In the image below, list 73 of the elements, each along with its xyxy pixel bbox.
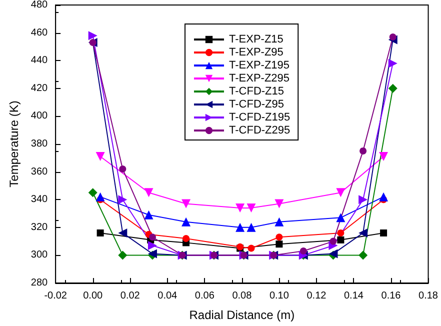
point xyxy=(388,84,398,93)
y-tick-label: 400 xyxy=(30,110,48,122)
legend-label: T-CFD-Z195 xyxy=(229,112,290,124)
point xyxy=(276,234,283,241)
legend-label: T-EXP-Z95 xyxy=(229,46,284,58)
y-tick-label: 380 xyxy=(30,138,48,150)
legend-label: T-CFD-Z95 xyxy=(229,98,284,110)
y-tick-label: 320 xyxy=(30,222,48,233)
point xyxy=(182,235,190,242)
point xyxy=(379,192,388,202)
x-tick-label: 0.00 xyxy=(83,290,104,302)
y-tick-label: 300 xyxy=(30,250,48,261)
point xyxy=(96,152,105,162)
y-tick-label: 440 xyxy=(30,55,48,66)
legend-label: T-EXP-Z195 xyxy=(229,60,290,72)
x-tick-label: 0.04 xyxy=(158,290,178,302)
point xyxy=(274,199,284,208)
point xyxy=(148,234,156,241)
point xyxy=(336,213,346,222)
point xyxy=(246,203,256,212)
point xyxy=(88,188,98,198)
point xyxy=(246,222,256,232)
y-tick-label: 360 xyxy=(30,166,48,178)
point xyxy=(118,228,128,238)
point xyxy=(330,238,337,245)
y-tick-label: 480 xyxy=(30,0,48,10)
point xyxy=(118,195,128,204)
point xyxy=(119,166,126,173)
x-tick-label: 0.02 xyxy=(120,290,140,302)
y-tick-label: 340 xyxy=(30,194,48,206)
x-tick-label: 0.06 xyxy=(194,290,215,302)
point xyxy=(336,188,346,198)
x-tick-label: 0.08 xyxy=(232,290,252,302)
point xyxy=(300,248,307,255)
point xyxy=(144,188,154,198)
point xyxy=(337,229,344,236)
y-tick-label: 420 xyxy=(30,82,48,94)
point xyxy=(388,58,398,68)
point xyxy=(276,240,283,248)
point xyxy=(96,192,105,202)
point xyxy=(380,229,388,236)
point xyxy=(337,236,344,244)
x-tick-label: 0.14 xyxy=(344,290,364,302)
point xyxy=(274,217,284,226)
point xyxy=(358,195,368,204)
point xyxy=(182,199,191,208)
x-tick-label: 0.10 xyxy=(269,290,290,302)
x-tick-label: 0.12 xyxy=(306,290,327,302)
point xyxy=(144,210,154,220)
y-tick-label: 460 xyxy=(30,27,48,38)
point xyxy=(379,152,388,162)
point xyxy=(118,250,128,260)
point xyxy=(182,217,191,226)
point xyxy=(389,33,396,40)
point xyxy=(236,203,245,212)
point xyxy=(358,250,368,260)
point xyxy=(236,222,245,232)
legend-label: T-CFD-Z295 xyxy=(229,124,290,136)
x-tick-label: -0.02 xyxy=(44,290,68,302)
y-tick-label: 280 xyxy=(30,278,48,288)
point xyxy=(96,229,104,236)
y-axis-title: Temperature (K) xyxy=(7,100,21,188)
legend-label: T-EXP-Z295 xyxy=(229,72,290,84)
x-tick-label: 0.18 xyxy=(418,290,438,302)
legend-label: T-CFD-Z15 xyxy=(229,86,284,98)
legend-label: T-EXP-Z15 xyxy=(229,34,284,46)
x-axis-title: Radial Distance (m) xyxy=(189,308,295,322)
point xyxy=(148,240,157,250)
x-tick-label: 0.16 xyxy=(381,290,402,302)
point xyxy=(88,31,98,40)
point xyxy=(360,147,367,154)
point xyxy=(358,228,368,238)
point xyxy=(248,244,255,252)
